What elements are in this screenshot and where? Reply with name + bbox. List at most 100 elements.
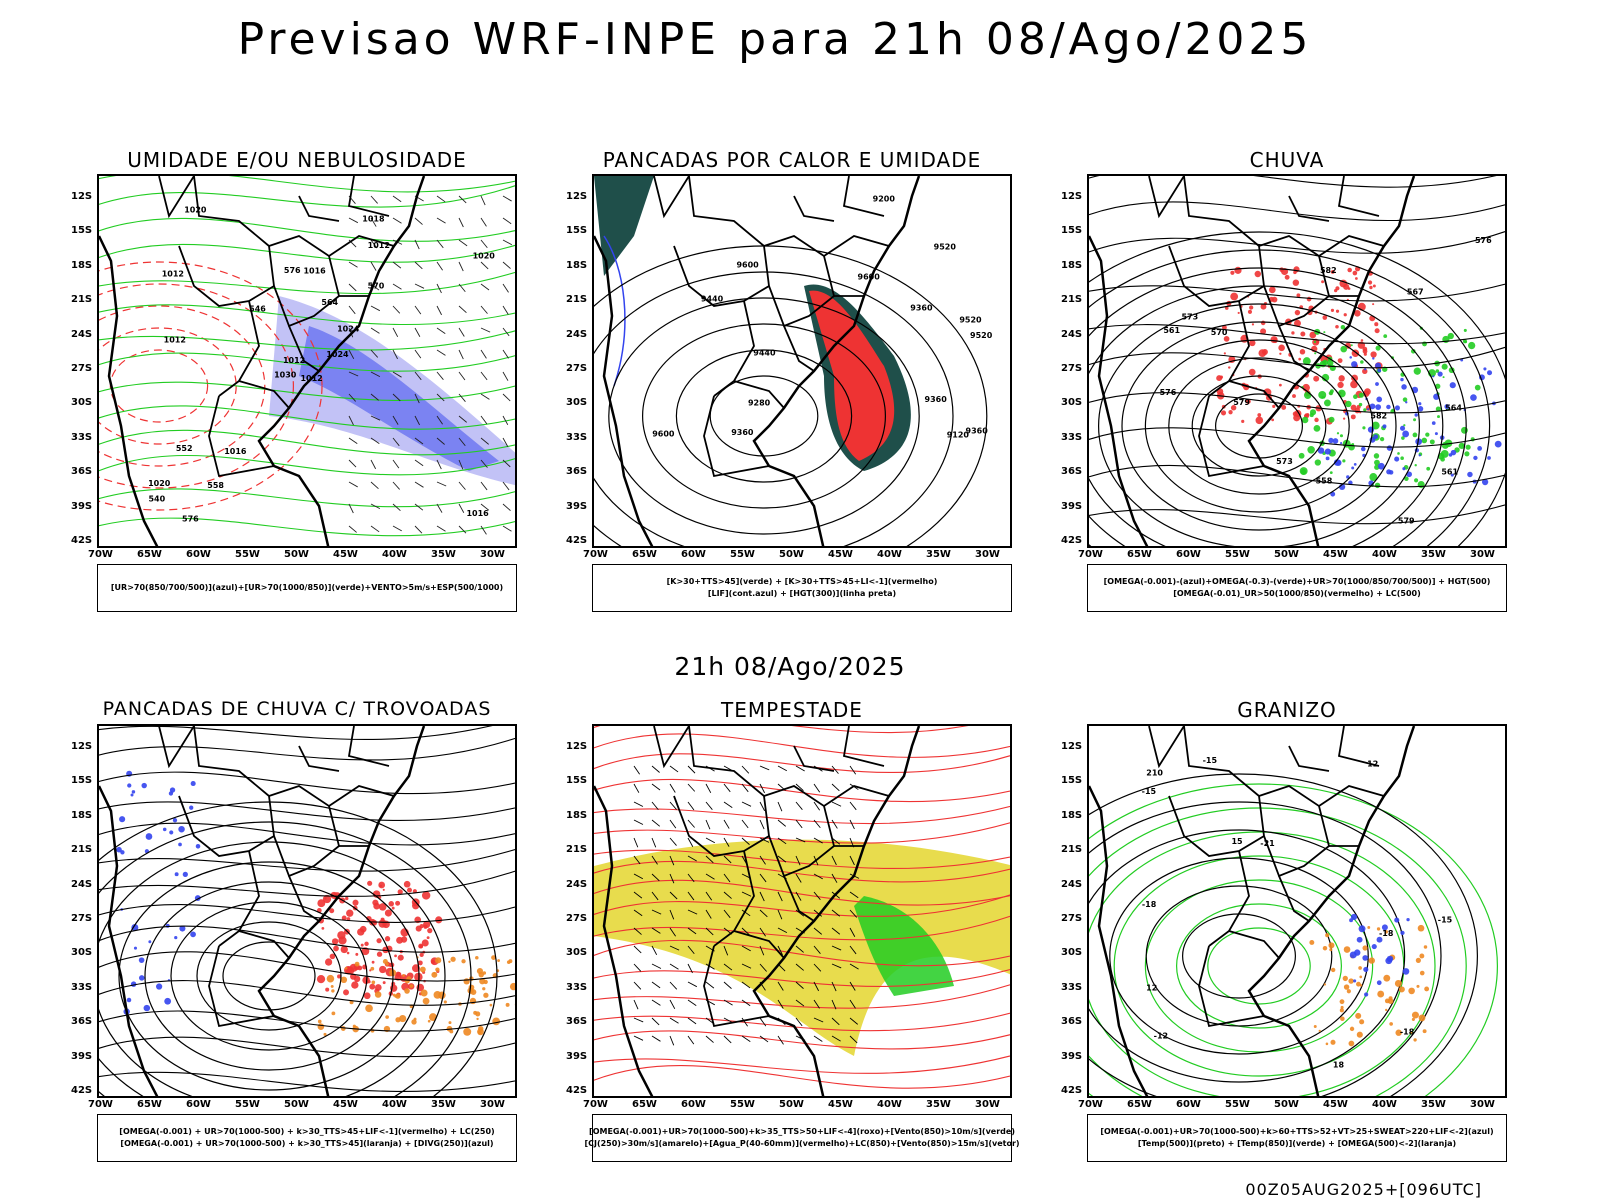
country-border [713, 850, 755, 947]
lat-tick-label: 12S [1061, 191, 1083, 202]
precip-cell [1353, 463, 1357, 466]
country-border [1337, 176, 1380, 217]
country-border [1148, 176, 1185, 219]
precip-cell [1342, 975, 1348, 982]
wind-vector [458, 261, 464, 272]
lon-tick-label: 35W [1421, 1099, 1446, 1110]
lon-tick-label: 35W [431, 1099, 456, 1110]
wind-vector [392, 217, 402, 224]
precip-cell [492, 1017, 501, 1026]
precip-cell [1359, 984, 1363, 987]
precip-cell [395, 1017, 401, 1023]
wind-vector [669, 855, 675, 866]
precip-cell [1410, 349, 1416, 354]
streamline [594, 968, 1010, 987]
precip-cell [120, 850, 125, 855]
precip-cell [1318, 1029, 1321, 1033]
contour-line [1089, 285, 1444, 546]
precip-cell [515, 986, 517, 990]
precip-cell [1376, 927, 1381, 931]
wind-vector [687, 981, 698, 988]
wind-vector [436, 349, 446, 356]
streamline [594, 939, 1010, 967]
contour-label: 558 [1316, 476, 1333, 485]
panel-umidade: UMIDADE E/OU NEBULOSIDADE 1012 1012 1012 10… [57, 148, 537, 634]
contour-line [1089, 231, 1505, 546]
precip-cell [1340, 1016, 1345, 1022]
precip-cell [1292, 394, 1296, 398]
wind-vector [348, 437, 358, 445]
contour-line [99, 841, 446, 1096]
precip-cell [394, 995, 398, 998]
precip-cell [1440, 450, 1449, 458]
precip-cell [1374, 328, 1380, 334]
country-border [158, 726, 195, 769]
streamline [594, 733, 1010, 758]
precip-cell [1306, 296, 1312, 302]
precip-cell [427, 1019, 431, 1023]
precip-cell [362, 976, 370, 984]
wind-vector [723, 855, 732, 864]
precip-cell [1417, 406, 1424, 412]
contour-label: 1012 [368, 241, 390, 250]
wind-vector [502, 261, 511, 269]
wind-vector [687, 819, 695, 828]
precip-cell [1330, 270, 1335, 274]
contour-line [675, 349, 853, 483]
streamline [99, 1071, 515, 1092]
precip-cell [1370, 351, 1377, 358]
precip-cell [133, 946, 138, 950]
precip-cell [346, 909, 354, 917]
wind-vector [831, 909, 841, 917]
wind-vector [705, 837, 716, 844]
legend-line: [OMEGA(-0.01)_UR>50(1000/850)(vermelho) … [1173, 589, 1421, 598]
legend-line: [OMEGA(-0.001)+UR>70(1000-500)+k>35_TTS>… [589, 1127, 1015, 1136]
wind-vector [741, 819, 749, 829]
precip-cell [1325, 933, 1330, 938]
wind-vector [502, 437, 509, 447]
precip-cell [1373, 434, 1379, 440]
lon-tick-label: 70W [583, 549, 608, 560]
wind-vector [502, 217, 512, 225]
map-trovoadas [97, 724, 517, 1098]
wind-vector [502, 349, 509, 359]
contour-label: 9600 [858, 273, 881, 282]
precip-cell [1301, 416, 1309, 424]
precip-cell [1414, 413, 1418, 417]
streamline [594, 915, 1010, 941]
precip-cell [1402, 397, 1408, 402]
precip-cell [1470, 394, 1477, 401]
wind-vector [458, 305, 467, 314]
lon-tick-label: 30W [975, 549, 1000, 560]
wind-vector [458, 349, 464, 360]
contour-line [99, 821, 472, 1096]
wind-vector [777, 999, 784, 1009]
precip-cell [1328, 437, 1334, 444]
precip-cell [1367, 926, 1371, 929]
precip-cell [1228, 410, 1233, 415]
precip-cell [1317, 447, 1325, 454]
wind-vector [458, 239, 468, 247]
precip-cell [431, 971, 438, 978]
wind-vector [651, 1035, 661, 1042]
precip-cell [1394, 917, 1400, 923]
precip-cell [417, 960, 423, 966]
wind-vector [414, 459, 424, 467]
precip-cell [1383, 974, 1391, 982]
precip-cell [400, 936, 408, 943]
precip-cell [1372, 357, 1375, 360]
streamline [1089, 283, 1505, 302]
map-svg: 582 582 579 576 573 573 567 561 558 564 561 576 579 5… [1089, 176, 1505, 546]
precip-cell [1374, 482, 1381, 489]
wind-vector [669, 963, 679, 970]
precip-cell [1343, 313, 1347, 317]
precip-cell [427, 928, 433, 934]
precip-cell [470, 989, 477, 995]
wind-vector [502, 305, 509, 315]
country-border [1198, 945, 1265, 1028]
streamline [594, 805, 1010, 825]
contour-label: 570 [368, 282, 385, 291]
precip-cell [1359, 1019, 1365, 1025]
precip-cell [131, 923, 139, 931]
lon-tick-label: 65W [1127, 1099, 1152, 1110]
